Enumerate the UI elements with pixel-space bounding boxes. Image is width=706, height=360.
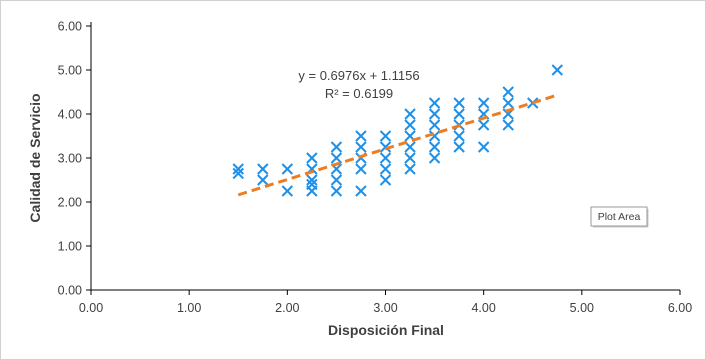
data-point bbox=[477, 97, 490, 109]
trendline-equation: y = 0.6976x + 1.1156 bbox=[298, 68, 419, 83]
x-tick-label: 6.00 bbox=[668, 301, 692, 315]
y-tick-label: 2.00 bbox=[58, 196, 82, 210]
tooltip-text: Plot Area bbox=[598, 211, 641, 223]
data-point bbox=[379, 141, 392, 153]
data-point bbox=[404, 108, 416, 120]
data-point bbox=[232, 167, 244, 180]
data-point bbox=[379, 130, 392, 142]
data-point bbox=[502, 86, 514, 98]
x-tick-label: 0.00 bbox=[79, 301, 103, 315]
data-point bbox=[428, 141, 441, 153]
data-point bbox=[502, 97, 514, 109]
data-point bbox=[453, 108, 465, 120]
data-point bbox=[453, 141, 465, 153]
data-point bbox=[306, 174, 318, 186]
data-point bbox=[404, 152, 416, 164]
data-point bbox=[330, 174, 343, 186]
x-tick-label: 5.00 bbox=[570, 301, 594, 315]
data-point bbox=[355, 141, 367, 153]
data-point bbox=[428, 119, 441, 131]
data-point bbox=[551, 64, 563, 76]
trendline-r-squared: R² = 0.6199 bbox=[325, 86, 393, 101]
x-tick-label: 3.00 bbox=[373, 301, 397, 315]
data-point bbox=[355, 130, 367, 142]
y-axis-title: Calidad de Servicio bbox=[27, 93, 43, 222]
y-axis-ticks: 0.00 1.00 2.00 3.00 4.00 5.00 6.00 bbox=[58, 20, 91, 298]
plot-area-tooltip: Plot Area bbox=[590, 206, 649, 228]
data-point bbox=[477, 119, 490, 131]
data-point bbox=[306, 152, 318, 164]
data-point bbox=[428, 130, 441, 142]
x-tick-label: 1.00 bbox=[177, 301, 201, 315]
data-point bbox=[379, 163, 392, 175]
data-point bbox=[306, 185, 318, 197]
data-point bbox=[330, 152, 343, 164]
y-tick-label: 5.00 bbox=[58, 64, 82, 78]
data-point bbox=[502, 119, 514, 131]
data-point bbox=[453, 130, 465, 142]
data-points bbox=[232, 64, 563, 197]
data-point bbox=[428, 108, 441, 120]
data-point bbox=[257, 174, 269, 186]
data-point bbox=[330, 141, 343, 153]
data-point bbox=[257, 163, 269, 175]
x-tick-label: 4.00 bbox=[471, 301, 495, 315]
x-axis-ticks: 0.00 1.00 2.00 3.00 4.00 5.00 6.00 bbox=[79, 290, 692, 315]
y-tick-label: 4.00 bbox=[58, 108, 82, 122]
data-point bbox=[355, 185, 367, 197]
data-point bbox=[379, 174, 392, 186]
x-tick-label: 2.00 bbox=[275, 301, 299, 315]
data-point bbox=[330, 185, 343, 197]
y-tick-label: 3.00 bbox=[58, 152, 82, 166]
data-point bbox=[453, 97, 465, 109]
data-point bbox=[477, 141, 490, 153]
y-tick-label: 1.00 bbox=[58, 240, 82, 254]
data-point bbox=[428, 97, 441, 109]
data-point bbox=[355, 163, 367, 175]
data-point bbox=[281, 185, 294, 197]
data-point bbox=[404, 119, 416, 131]
data-point bbox=[281, 163, 294, 175]
y-tick-label: 0.00 bbox=[58, 284, 82, 298]
y-tick-label: 6.00 bbox=[58, 20, 82, 34]
x-axis-title: Disposición Final bbox=[328, 322, 444, 338]
data-point bbox=[404, 163, 416, 175]
tooltip-box bbox=[590, 206, 648, 227]
data-point bbox=[232, 163, 244, 175]
data-point bbox=[428, 152, 441, 164]
data-point bbox=[379, 152, 392, 164]
